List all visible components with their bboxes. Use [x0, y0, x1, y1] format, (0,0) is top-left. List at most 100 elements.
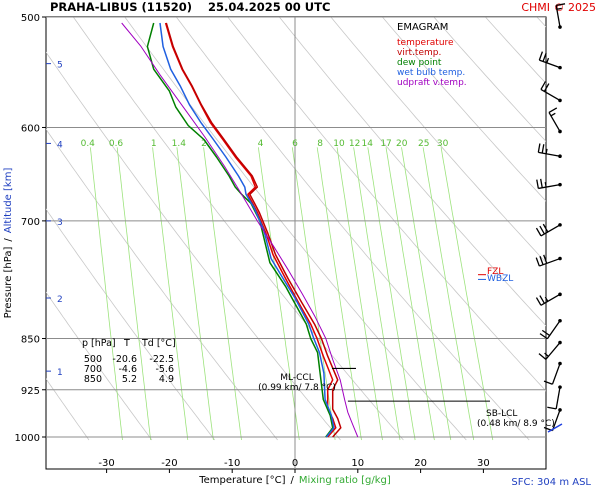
wind-barb-flag — [536, 179, 539, 189]
mixing-ratio-label: 8 — [317, 139, 323, 149]
mixing-ratio-line — [176, 147, 214, 441]
surface-elevation: SFC: 304 m ASL — [511, 477, 591, 488]
wind-barb — [538, 340, 562, 360]
wind-barb — [540, 81, 562, 103]
wind-barb-flag — [550, 112, 556, 117]
altitude-tick-label: 2 — [57, 295, 63, 305]
wind-barb-flag — [556, 7, 562, 10]
series-udpraft-v-temp — [121, 22, 359, 438]
dry-adiabat — [72, 17, 404, 441]
surface-wind-arrow — [547, 423, 563, 433]
y-axis-title: Pressure [hPa] / Altitude [km] — [3, 168, 14, 319]
wind-barb-flag — [535, 227, 542, 237]
wind-barb — [535, 223, 562, 237]
wind-barb-flag — [544, 352, 549, 357]
wind-barb-flag — [537, 143, 541, 153]
wind-barb-dot — [558, 318, 562, 323]
wind-barb-dot — [558, 361, 562, 366]
wind-barb-flag — [542, 223, 549, 233]
x-tick-label: 20 — [414, 458, 427, 469]
y-tick-label: 925 — [21, 386, 40, 397]
dry-adiabat — [583, 11, 600, 440]
legend-item-virt-temp: virt.temp. — [397, 48, 441, 58]
wind-barb — [536, 178, 562, 190]
legend-item-updraft: udpraft v.temp. — [397, 78, 467, 88]
y-tick-label: 1000 — [15, 433, 40, 444]
mixing-ratio-line — [367, 147, 416, 441]
x-tick-label: 0 — [292, 458, 298, 469]
wind-barb-dot — [558, 182, 562, 187]
chart-title: EMAGRAM — [397, 22, 448, 33]
wind-barb — [538, 51, 562, 70]
wind-barb-flag — [541, 144, 545, 154]
mixing-ratio-label: 14 — [361, 139, 373, 149]
wind-barb-shaft — [540, 88, 561, 101]
mixing-ratio-label: 4 — [258, 139, 264, 149]
table-row-850-td: 4.9 — [159, 374, 174, 385]
x-tick-label: 10 — [351, 458, 364, 469]
wind-barb-shaft — [539, 59, 561, 69]
wind-barb-dot — [558, 340, 562, 345]
dry-adiabat — [46, 208, 216, 441]
mixing-ratio-label: 17 — [380, 139, 391, 149]
chart-header-title: PRAHA-LIBUS (11520) 25.04.2025 00 UTC — [50, 0, 330, 14]
legend: EMAGRAM temperature virt.temp. dew point… — [397, 22, 467, 88]
wind-barb-flag — [548, 107, 558, 113]
wind-barb-flag — [547, 406, 557, 410]
table-row-850-p: 850 — [84, 374, 102, 385]
wind-barb — [539, 318, 562, 340]
mixing-ratio-label: 12 — [349, 139, 360, 149]
wind-barb-flag — [539, 256, 544, 265]
wind-barb-flag — [535, 257, 540, 267]
mixing-ratio-line — [116, 147, 151, 441]
wind-barb-shaft — [538, 151, 561, 157]
mixing-ratio-label: 10 — [333, 139, 345, 149]
wind-barb-flag — [543, 254, 548, 264]
y-tick-label: 500 — [21, 13, 40, 24]
altitude-tick-label: 4 — [57, 140, 63, 150]
mixing-ratio-line — [203, 147, 242, 441]
dry-adiabat — [46, 291, 153, 441]
wind-barb-dot — [558, 154, 562, 159]
legend-item-temperature: temperature — [397, 38, 454, 48]
y-tick-label: 700 — [21, 217, 40, 228]
wind-barb-flag — [539, 333, 548, 340]
dry-adiabat — [381, 17, 546, 202]
wind-barb — [543, 361, 562, 385]
wind-barb — [547, 385, 562, 410]
wind-barb — [537, 143, 562, 159]
table-row-700-p: 700 — [84, 364, 102, 375]
mixing-ratio-line — [353, 147, 401, 441]
table-row-850-t: 5.2 — [122, 374, 137, 385]
wind-barb-flag — [556, 3, 566, 7]
dry-adiabat — [124, 17, 467, 441]
dry-adiabat — [433, 17, 546, 142]
wind-barb-flag — [543, 380, 553, 385]
mixing-ratio-line — [336, 147, 383, 441]
mixing-ratio-line — [385, 147, 435, 441]
wind-barb — [555, 3, 566, 29]
mixing-ratio-line — [152, 147, 189, 441]
mixing-ratio-label: 1.4 — [172, 139, 187, 149]
x-axis-label: Temperature [°C] — [198, 475, 285, 486]
wind-barb-flag — [539, 295, 545, 304]
wind-barb-flag — [538, 51, 544, 61]
table-row-500-td: -22.5 — [149, 354, 174, 365]
wind-barb-flag — [546, 57, 550, 64]
table-header-td: Td [°C] — [141, 338, 176, 349]
mixing-ratio-label: 0.6 — [109, 139, 124, 149]
mixing-ratio-line — [440, 147, 494, 441]
table-row-700-td: -5.6 — [155, 364, 174, 375]
dry-adiabat — [536, 17, 546, 28]
altitude-tick-label: 3 — [57, 218, 63, 228]
wind-barb-flag — [540, 178, 543, 188]
wind-barb-shaft — [545, 342, 561, 360]
wind-barb — [535, 254, 562, 267]
series-wet-bulb-temp — [159, 22, 335, 438]
y-axis-label-altitude: Altitude [km] — [3, 168, 14, 234]
dry-adiabat — [278, 17, 546, 327]
wind-barb-dot — [558, 292, 562, 297]
x-tick-label: -30 — [98, 458, 114, 469]
wind-barb-dot — [558, 385, 562, 389]
wind-barb-dot — [558, 129, 562, 134]
